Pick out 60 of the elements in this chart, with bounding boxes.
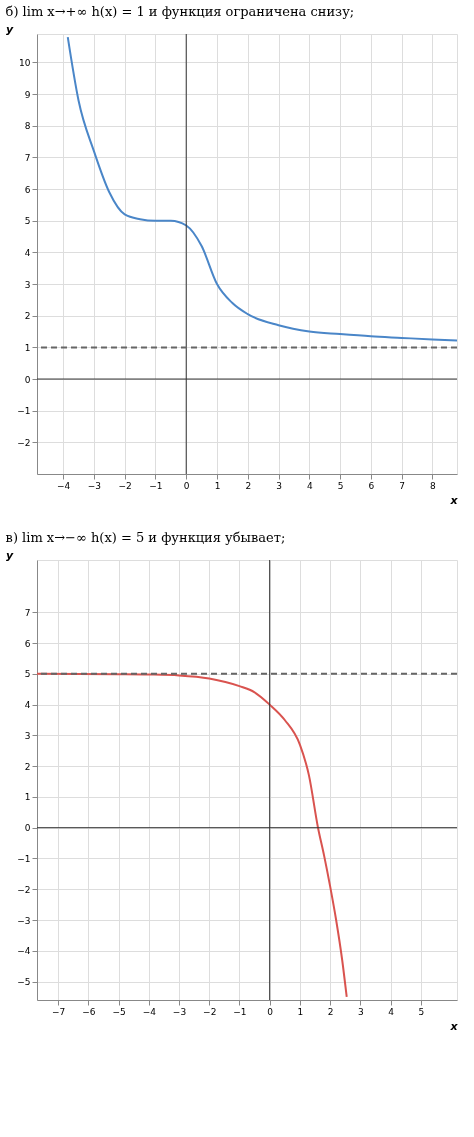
x-tick-label: 0 [183, 480, 190, 491]
y-tick-label: 0 [24, 823, 31, 834]
y-tick-label: 5 [24, 216, 31, 227]
x-tick-label: −4 [142, 1006, 157, 1017]
y-tick-label: 1 [24, 342, 31, 353]
y-tick-label: 2 [24, 761, 31, 772]
y-tick-label: 0 [24, 374, 31, 385]
y-tick-label: −4 [17, 946, 31, 957]
x-tick-label: 1 [214, 480, 221, 491]
x-tick-label: 2 [245, 480, 252, 491]
y-tick-label: 7 [24, 607, 31, 618]
x-tick-label: 2 [327, 1006, 334, 1017]
y-tick-label: −3 [17, 915, 31, 926]
x-axis-title: x [449, 1019, 459, 1033]
x-tick-label: 8 [430, 480, 437, 491]
y-tick-label: 4 [24, 700, 31, 711]
y-tick-label: 2 [24, 311, 31, 322]
x-tick-label: 5 [418, 1006, 425, 1017]
x-tick-label: 4 [306, 480, 313, 491]
chart-title: б) lim x→+∞ h(x) = 1 и функция ограничена снизу; [5, 4, 355, 19]
x-tick-label: 5 [337, 480, 344, 491]
x-tick-label: −2 [203, 1006, 217, 1017]
y-tick-label: 8 [24, 121, 31, 132]
y-tick-label: 4 [24, 247, 31, 258]
line-series [37, 672, 348, 998]
x-tick-label: 3 [357, 1006, 364, 1017]
x-tick-label: 3 [276, 480, 282, 491]
y-tick-label: 1 [24, 792, 31, 803]
y-axis-title: y [6, 548, 15, 562]
chart-title: в) lim x→−∞ h(x) = 5 и функция убывает; [5, 530, 286, 545]
x-tick-label: −7 [52, 1006, 66, 1017]
x-tick-label: −2 [118, 480, 132, 491]
x-tick-label: −5 [112, 1006, 126, 1017]
y-tick-label: 7 [24, 152, 31, 163]
x-tick-label: −1 [233, 1006, 247, 1017]
x-tick-label: −6 [82, 1006, 96, 1017]
y-tick-label: 5 [24, 669, 31, 680]
y-tick-label: −5 [17, 977, 31, 988]
y-tick-label: −1 [17, 406, 31, 417]
y-tick-label: 6 [24, 184, 31, 195]
y-tick-label: 9 [24, 89, 31, 100]
x-tick-label: 4 [388, 1006, 395, 1017]
x-tick-label: −3 [87, 480, 102, 491]
y-tick-label: −1 [17, 853, 31, 864]
y-tick-label: 3 [24, 730, 31, 741]
y-axis-title: y [6, 22, 15, 36]
y-tick-label: 3 [24, 279, 31, 290]
x-axis-title: x [449, 493, 459, 507]
x-tick-label: −1 [149, 480, 163, 491]
line-series [66, 36, 457, 342]
x-tick-label: 7 [399, 480, 405, 491]
x-tick-label: 1 [297, 1006, 304, 1017]
x-tick-label: −4 [57, 480, 71, 491]
x-tick-label: 6 [368, 480, 375, 491]
y-tick-label: 10 [19, 57, 31, 68]
y-tick-label: 6 [24, 638, 31, 649]
x-tick-label: 0 [267, 1006, 274, 1017]
x-tick-label: −3 [172, 1006, 187, 1017]
y-tick-label: −2 [17, 884, 31, 895]
y-tick-label: −2 [17, 437, 31, 448]
